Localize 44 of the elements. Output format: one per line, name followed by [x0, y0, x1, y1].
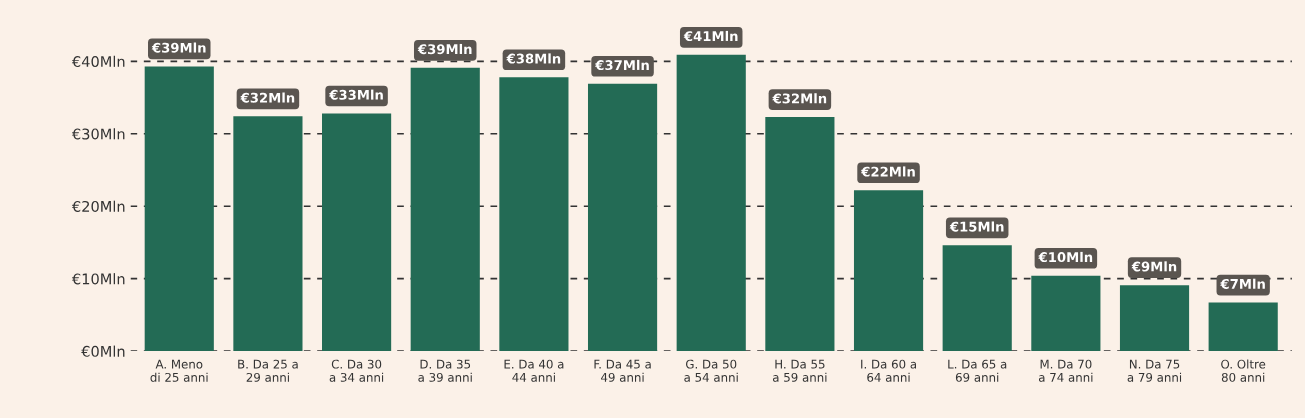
data-label: €15Mln [949, 221, 1004, 232]
bar [1119, 285, 1190, 352]
x-tick-label: I. Da 60 a 64 anni [861, 359, 917, 382]
data-label: €39Mln [151, 42, 206, 53]
bar [410, 67, 480, 352]
data-label: €38Mln [506, 53, 561, 64]
data-label: €37Mln [595, 59, 649, 71]
data-label: €33Mln [329, 89, 383, 100]
bar [676, 54, 746, 352]
bar [853, 190, 924, 352]
x-tick-label: G. Da 50 a 54 anni [684, 359, 738, 382]
data-label: €39Mln [417, 43, 472, 55]
bar [144, 66, 214, 352]
x-tick-label: O. Oltre 80 anni [1221, 359, 1266, 382]
x-tick-label: C. Da 30 a 34 anni [329, 359, 384, 382]
y-tick-label: €40Mln [71, 55, 125, 68]
bar [1031, 275, 1101, 352]
x-tick-label: A. Meno di 25 anni [150, 359, 208, 382]
data-label: €41Mln [683, 30, 738, 42]
x-tick-label: E. Da 40 a 44 anni [504, 359, 564, 382]
data-label: €10Mln [1038, 251, 1093, 263]
data-label: €9Mln [1131, 261, 1177, 272]
bar [1208, 302, 1278, 352]
data-label: €7Mln [1220, 278, 1265, 289]
y-tick-label: €20Mln [71, 200, 125, 212]
x-tick-label: F. Da 45 a 49 anni [594, 359, 651, 382]
y-tick-label: €0Mln [81, 345, 125, 357]
bar [587, 83, 658, 352]
x-tick-label: H. Da 55 a 59 anni [772, 359, 827, 382]
y-tick-label: €10Mln [71, 273, 125, 285]
x-tick-label: L. Da 65 a 69 anni [948, 359, 1007, 382]
bar [765, 117, 835, 352]
bar [322, 113, 392, 352]
data-label: €32Mln [240, 92, 295, 103]
bar [499, 77, 569, 352]
x-tick-label: D. Da 35 a 39 anni [418, 359, 472, 382]
x-tick-label: M. Da 70 a 74 anni [1038, 359, 1093, 382]
data-label: €22Mln [861, 166, 915, 177]
y-tick-label: €30Mln [71, 128, 125, 140]
data-label: €32Mln [772, 93, 827, 104]
x-tick-label: N. Da 75 a 79 anni [1127, 359, 1182, 382]
x-tick-label: B. Da 25 a 29 anni [238, 359, 298, 382]
bar [233, 116, 303, 352]
bar [942, 245, 1012, 352]
